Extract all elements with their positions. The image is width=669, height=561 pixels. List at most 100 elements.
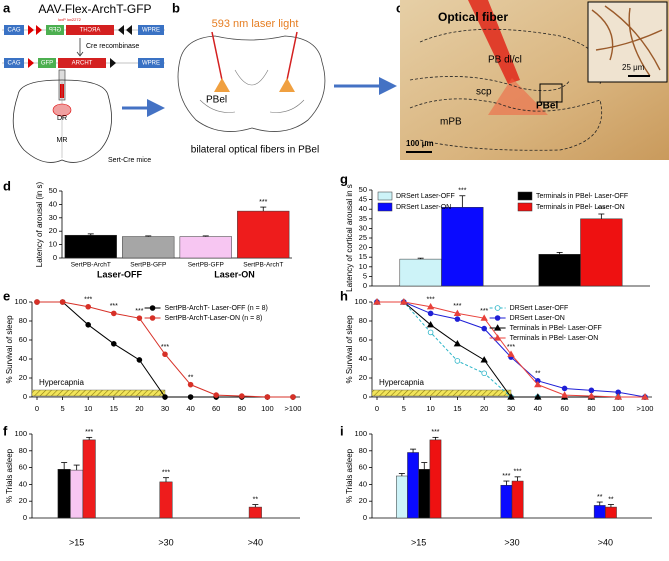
x-tick-label: 5 xyxy=(402,404,406,413)
bar xyxy=(593,505,606,519)
y-tick-label: 0 xyxy=(23,392,27,401)
legend-label: Terminals in PBel- Laser-OFF xyxy=(536,193,628,200)
y-tick-label: 35 xyxy=(359,214,367,223)
bar xyxy=(237,210,290,259)
y-tick-label: 5 xyxy=(363,271,367,280)
x-tick-label: >30 xyxy=(158,537,173,547)
region-label: scp xyxy=(476,87,492,98)
legend-label: Terminals in PBel- Laser-ON xyxy=(536,204,625,211)
bar xyxy=(399,258,442,287)
region-label: PBel xyxy=(206,95,227,106)
x-tick-label: 80 xyxy=(587,404,595,413)
legend-swatch xyxy=(517,191,533,201)
x-tick-label: >100 xyxy=(285,404,302,413)
panel-label: c xyxy=(396,0,403,15)
legend-label: DRSert Laser-OFF xyxy=(396,193,455,200)
data-point xyxy=(187,394,194,400)
bar xyxy=(64,234,117,259)
data-point xyxy=(136,315,143,321)
x-tick-label: 80 xyxy=(238,404,246,413)
data-point xyxy=(480,314,488,321)
x-tick-label: >30 xyxy=(504,537,519,547)
data-point xyxy=(481,325,488,332)
bar xyxy=(159,481,173,519)
y-tick-label: 50 xyxy=(49,186,57,195)
element-label: CAG xyxy=(7,61,20,67)
x-tick-label: 5 xyxy=(61,404,65,413)
y-tick-label: 40 xyxy=(359,204,367,213)
x-tick-label: 15 xyxy=(110,404,118,413)
data-point xyxy=(239,393,245,399)
y-axis-title: % Survival of sleep xyxy=(5,315,14,384)
x-tick-label: 15 xyxy=(453,404,461,413)
significance: ** xyxy=(608,496,614,503)
x-tick-label: SertPB-ArchT xyxy=(71,262,111,269)
y-tick-label: 60 xyxy=(359,463,367,472)
region-label: MR xyxy=(57,137,68,144)
bar xyxy=(511,480,524,519)
data-point xyxy=(111,310,117,317)
x-tick-label: 10 xyxy=(426,404,434,413)
legend-label: SertPB-ArchT-Laser-ON (n = 8) xyxy=(165,315,263,322)
legend-marker xyxy=(494,315,501,321)
x-tick-label: SertPB-GFP xyxy=(188,262,224,269)
construct-title: AAV-Flex-ArchT-GFP xyxy=(38,2,151,16)
legend-marker xyxy=(149,305,156,311)
x-tick-label: 60 xyxy=(212,404,220,413)
x-tick-label: >40 xyxy=(248,537,263,547)
group-label: Laser-OFF xyxy=(97,269,143,279)
region-label: DR xyxy=(57,115,67,122)
data-point xyxy=(373,298,381,305)
legend-label: Terminals in PBel- Laser-OFF xyxy=(510,325,602,332)
shaded-band xyxy=(371,389,512,397)
significance: *** xyxy=(480,308,488,315)
panel-label: d xyxy=(3,178,11,193)
bar xyxy=(396,475,408,519)
data-point xyxy=(588,387,595,394)
legend-label: DRSert Laser-OFF xyxy=(510,305,569,312)
bar xyxy=(580,218,623,287)
legend-label: DRSert Laser-ON xyxy=(396,204,451,211)
x-tick-label: 0 xyxy=(375,404,379,413)
bar xyxy=(605,506,617,519)
data-point xyxy=(290,394,296,400)
data-point xyxy=(507,350,515,357)
y-axis-title: Latency of cortical arousal in s xyxy=(345,184,354,292)
y-tick-label: 20 xyxy=(359,373,367,382)
data-point xyxy=(560,391,569,398)
brain-outline xyxy=(177,35,326,132)
panel-label: g xyxy=(340,171,348,186)
significance: *** xyxy=(431,429,439,436)
significance: *** xyxy=(507,344,515,351)
bar xyxy=(82,439,96,519)
data-point xyxy=(162,394,168,400)
data-point xyxy=(34,299,40,305)
data-point xyxy=(264,394,271,400)
element-label: ARCHT xyxy=(79,28,100,34)
y-tick-label: 50 xyxy=(359,185,367,194)
element-label: WPRE xyxy=(142,61,160,67)
panel-label: b xyxy=(172,0,180,15)
y-tick-label: 100 xyxy=(14,429,27,438)
data-point xyxy=(507,393,515,400)
band-label: Hypercapnia xyxy=(379,378,424,387)
y-tick-label: 40 xyxy=(19,479,27,488)
y-axis-title: % Survival of sleep xyxy=(345,315,354,384)
data-point xyxy=(136,357,143,363)
data-point xyxy=(454,316,461,322)
y-tick-label: 10 xyxy=(359,262,367,271)
bar xyxy=(122,236,175,259)
region-label: PBel xyxy=(536,101,558,112)
legend-marker xyxy=(493,324,502,331)
y-tick-label: 10 xyxy=(49,240,57,249)
y-axis-title: Latency of arousal (in s) xyxy=(35,181,44,267)
significance: *** xyxy=(502,473,510,480)
bar xyxy=(500,484,513,519)
y-tick-label: 80 xyxy=(19,316,27,325)
y-tick-label: 80 xyxy=(19,446,27,455)
y-tick-label: 0 xyxy=(53,253,57,262)
construct-bottom: CAG GFP ARCHT WPRE xyxy=(2,58,165,68)
legend-label: Terminals in PBel- Laser-ON xyxy=(510,335,599,342)
y-tick-label: 20 xyxy=(19,496,27,505)
